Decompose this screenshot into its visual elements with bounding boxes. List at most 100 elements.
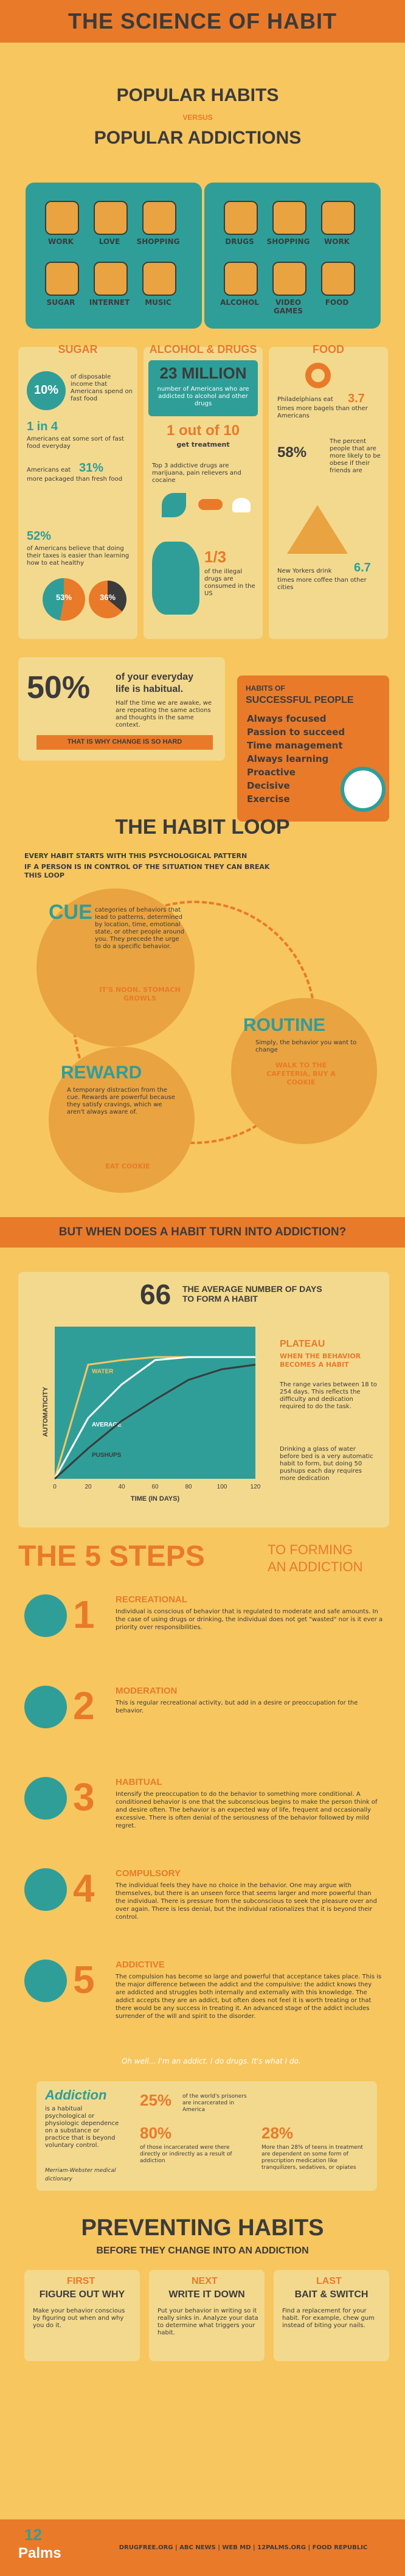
- habit-icon-2: [142, 201, 176, 235]
- steps-subtitle2: AN ADDICTION: [268, 1559, 363, 1574]
- sugar-stat2-text: Americans eat some sort of fast food eve…: [27, 436, 124, 450]
- days-number: 66: [140, 1279, 171, 1310]
- alcohol-title: ALCOHOL & DRUGS: [149, 343, 257, 355]
- prevent-card-1: [149, 2270, 265, 2361]
- addiction-icon-2: [321, 201, 355, 235]
- prevent-card-2: [274, 2270, 389, 2361]
- range-text: The range varies between 18 to 254 days.…: [280, 1381, 377, 1410]
- versus-label: VERSUS: [182, 113, 213, 122]
- addiction-stat2: 80%: [140, 2124, 172, 2142]
- food-stat3-tail: times more coffee than other cities: [277, 577, 367, 591]
- footer-logo-num: 12: [24, 2525, 42, 2544]
- alcohol-stat1-text: number of Americans who are addicted to …: [157, 386, 249, 407]
- step-name: HABITUAL: [116, 1777, 162, 1787]
- sugar-stat4: 52%: [27, 529, 52, 543]
- question-band: [0, 1217, 405, 1248]
- food-stat1: 3.7: [348, 392, 365, 405]
- successful-title: SUCCESSFUL PEOPLE: [246, 695, 354, 705]
- habit-icon-label-2: SHOPPING: [136, 237, 180, 246]
- popular-habits-title: POPULAR HABITS: [116, 85, 279, 105]
- addiction-icon-4: [272, 262, 306, 296]
- prevent-label: LAST: [316, 2276, 342, 2286]
- sugar-stat3: 31%: [79, 461, 104, 475]
- routine-text: Simply, the behavior you want to change: [255, 1039, 357, 1053]
- food-stat2-text: The percent people that are more likely …: [330, 438, 381, 474]
- plateau-text: WHEN THE BEHAVIOR BECOMES A HABIT: [280, 1352, 361, 1369]
- alcohol-stat4: 1/3: [204, 548, 227, 566]
- x-tick-label: 100: [217, 1484, 227, 1490]
- alcohol-stat3-text: Top 3 addictive drugs are marijuana, pai…: [152, 462, 241, 484]
- successful-item: Exercise: [247, 794, 290, 805]
- habitual-percent: 50%: [27, 670, 91, 705]
- clock-icon: [341, 767, 386, 812]
- food-stat3: 6.7: [354, 561, 371, 574]
- addiction-icon-3: [224, 262, 258, 296]
- successful-item: Proactive: [247, 767, 296, 778]
- x-tick-label: 80: [185, 1484, 192, 1490]
- coffee-cups-icon: [287, 505, 348, 554]
- addiction-icon-label-1: SHOPPING: [266, 237, 310, 246]
- sugar-pie-2: [89, 581, 126, 618]
- sugar-pie-2-label: 36%: [99, 593, 116, 602]
- step-text: Intensify the preoccupation to do the be…: [116, 1791, 378, 1829]
- prevent-text: Find a replacement for your habit. For e…: [282, 2308, 375, 2329]
- step-number: 5: [73, 1958, 95, 2002]
- addiction-source: Merriam-Webster medical dictionary: [45, 2168, 116, 2182]
- prevent-text: Put your behavior in writing so it reall…: [158, 2308, 258, 2336]
- addiction-stat3: 28%: [261, 2124, 294, 2142]
- sugar-stat4-text: of Americans believe that doing their ta…: [27, 545, 130, 567]
- bagel-icon: [305, 363, 331, 388]
- chart-xlabel: TIME (IN DAYS): [131, 1495, 180, 1503]
- x-tick-label: 20: [85, 1484, 92, 1490]
- sugar-stat1-text: of disposable income that Americans spen…: [71, 374, 133, 402]
- x-tick-label: 0: [53, 1484, 57, 1490]
- addiction-icon-label-3: ALCOHOL: [220, 298, 259, 307]
- series-line-average: [54, 1356, 255, 1479]
- sugar-title: SUGAR: [58, 343, 98, 355]
- habit-loop-intro1: EVERY HABIT STARTS WITH THIS PSYCHOLOGIC…: [24, 852, 248, 860]
- habit-icon-label-1: LOVE: [99, 237, 120, 246]
- popular-addictions-title: POPULAR ADDICTIONS: [94, 128, 302, 148]
- cue-text: categories of behaviors that lead to pat…: [95, 907, 185, 950]
- x-tick-label: 120: [251, 1484, 261, 1490]
- step-number: 3: [73, 1775, 95, 1819]
- habit-icon-label-3: SUGAR: [46, 298, 75, 307]
- alcohol-stat1: 23 MILLION: [159, 364, 247, 382]
- habit-loop-intro2: IF A PERSON IS IN CONTROL OF THE SITUATI…: [24, 863, 270, 879]
- successful-pre: HABITS OF: [246, 684, 285, 693]
- preventing-subtitle: BEFORE THEY CHANGE INTO AN ADDICTION: [96, 2246, 309, 2256]
- habitual-line1: of your everyday: [116, 672, 194, 682]
- habit-loop-title: THE HABIT LOOP: [115, 815, 290, 839]
- alcohol-stat4-text: of the illegal drugs are consumed in the…: [204, 568, 255, 597]
- food-stat2: 58%: [277, 444, 307, 461]
- question-text: BUT WHEN DOES A HABIT TURN INTO ADDICTIO…: [58, 1226, 347, 1238]
- drug-leaf-icon: [162, 493, 186, 517]
- step-text: Individual is conscious of behavior that…: [116, 1608, 383, 1631]
- addiction-icon-label-0: DRUGS: [225, 237, 254, 246]
- page-title: THE SCIENCE OF HABIT: [68, 9, 337, 33]
- successful-item: Always focused: [247, 713, 327, 724]
- step-number: 1: [73, 1593, 95, 1636]
- step-icon-0: [24, 1594, 67, 1637]
- footer-band: [0, 2519, 405, 2576]
- alcohol-stat2-text: get treatment: [176, 441, 230, 449]
- habit-icon-label-5: MUSIC: [145, 298, 171, 307]
- food-stat1-text: Philadelphians eat: [277, 396, 333, 403]
- addiction-stat2-text: of those incarcerated were there directl…: [140, 2145, 232, 2164]
- chart-plot-bg: [55, 1327, 255, 1479]
- step-text: This is regular recreational activity, b…: [116, 1700, 358, 1714]
- plateau-title: PLATEAU: [280, 1339, 325, 1349]
- cue-example: IT'S NOON. STOMACH GROWLS: [99, 986, 181, 1002]
- preventing-title: PREVENTING HABITS: [81, 2215, 324, 2241]
- sugar-stat3-text: more packaged than fresh food: [27, 476, 123, 483]
- reward-title: REWARD: [61, 1063, 142, 1083]
- prevent-card-0: [24, 2270, 140, 2361]
- routine-example: WALK TO THE CAFETERIA, BUY A COOKIE: [266, 1061, 336, 1086]
- footer-logo-text: Palms: [18, 2545, 61, 2561]
- header-band: [0, 0, 405, 43]
- sugar-stat1: 10%: [33, 383, 59, 397]
- powder-icon: [232, 498, 251, 512]
- prevent-text: Make your behavior conscious by figuring…: [33, 2308, 125, 2329]
- step-name: RECREATIONAL: [116, 1594, 188, 1605]
- step-name: MODERATION: [116, 1686, 178, 1696]
